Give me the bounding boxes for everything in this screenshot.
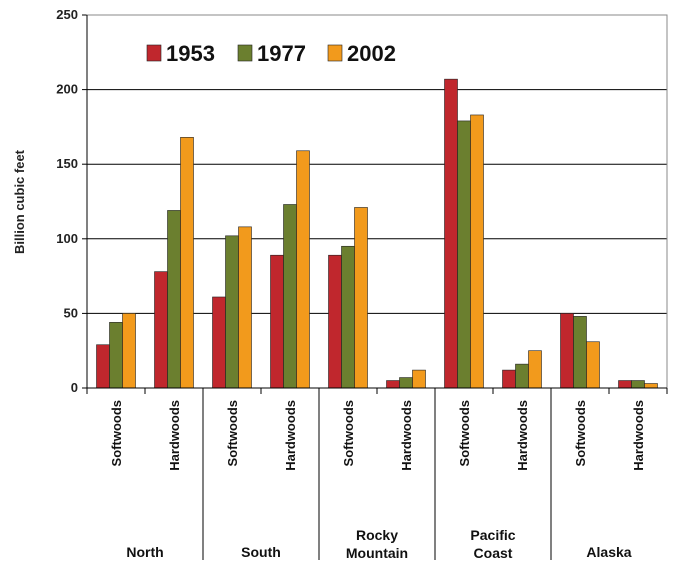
bar-2002-3	[296, 150, 310, 389]
legend-label-1953: 1953	[166, 41, 215, 66]
bar-1953-7	[502, 369, 516, 389]
bar-2002-4	[354, 207, 368, 389]
bar-2002-1	[180, 137, 194, 389]
y-tick-label: 50	[64, 305, 78, 320]
bar-1977-0	[109, 322, 123, 389]
y-tick-label: 250	[56, 7, 78, 22]
region-labels: North South Rocky Mountain Pacific Coast Alask…	[126, 527, 631, 561]
bar-2002-8	[586, 341, 600, 389]
bar-1953-5	[386, 380, 400, 389]
x-category-label: Hardwoods	[631, 400, 646, 471]
x-category-labels: Softwoods Hardwoods Softwoods Hardwoods Soft…	[109, 400, 646, 471]
region-label: Pacific	[470, 527, 515, 543]
bar-1977-6	[457, 120, 471, 389]
region-label: North	[126, 544, 163, 560]
bar-1953-1	[154, 271, 168, 389]
legend-label-2002: 2002	[347, 41, 396, 66]
bar-2002-6	[470, 114, 484, 389]
bar-1977-2	[225, 235, 239, 389]
y-tick-labels: 0 50 100 150 200 250	[56, 7, 78, 395]
region-label: Rocky	[356, 527, 398, 543]
x-category-label: Hardwoods	[283, 400, 298, 471]
x-category-label: Softwoods	[457, 400, 472, 466]
bar-1977-9	[631, 380, 645, 389]
y-axis-label: Billion cubic feet	[12, 149, 27, 254]
bar-1953-0	[96, 344, 110, 389]
bar-1977-3	[283, 204, 297, 389]
bar-1953-2	[212, 296, 226, 389]
bar-2002-5	[412, 369, 426, 389]
x-category-label: Hardwoods	[515, 400, 530, 471]
bar-1953-9	[618, 380, 632, 389]
bar-2002-7	[528, 350, 542, 389]
x-category-label: Softwoods	[225, 400, 240, 466]
bar-1953-3	[270, 254, 284, 389]
bar-1977-7	[515, 363, 529, 389]
bar-1953-4	[328, 254, 342, 389]
legend-swatch-1953	[146, 44, 162, 62]
y-tick-label: 100	[56, 231, 78, 246]
axes	[82, 14, 668, 560]
x-category-label: Hardwoods	[399, 400, 414, 471]
legend-swatch-2002	[327, 44, 343, 62]
bar-1977-5	[399, 377, 413, 389]
x-category-label: Hardwoods	[167, 400, 182, 471]
x-category-label: Softwoods	[109, 400, 124, 466]
bar-2002-2	[238, 226, 252, 389]
y-tick-label: 200	[56, 82, 78, 97]
bar-1977-4	[341, 245, 355, 389]
legend-swatch-1977	[237, 44, 253, 62]
y-tick-label: 150	[56, 156, 78, 171]
bar-2002-0	[122, 313, 136, 389]
bar-2002-9	[644, 383, 658, 389]
x-category-label: Softwoods	[341, 400, 356, 466]
y-tick-label: 0	[71, 380, 78, 395]
region-label: Mountain	[346, 545, 408, 561]
region-label: Coast	[474, 545, 513, 561]
bars	[96, 78, 658, 389]
bar-1977-1	[167, 210, 181, 389]
region-label: Alaska	[586, 544, 631, 560]
bar-1953-8	[560, 313, 574, 389]
bar-1977-8	[573, 316, 587, 389]
bar-1953-6	[444, 78, 458, 389]
x-category-label: Softwoods	[573, 400, 588, 466]
region-label: South	[241, 544, 281, 560]
legend: 1953 1977 2002	[146, 41, 396, 66]
legend-label-1977: 1977	[257, 41, 306, 66]
